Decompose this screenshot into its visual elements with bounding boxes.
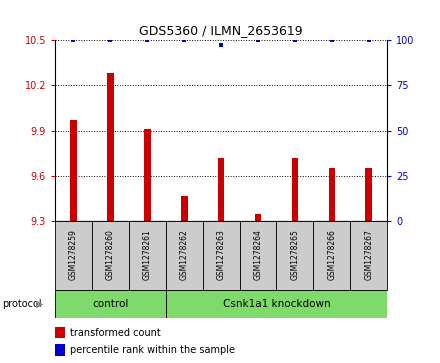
- Text: ▶: ▶: [36, 299, 44, 309]
- Point: [291, 37, 298, 43]
- Bar: [329, 168, 335, 221]
- Bar: [218, 158, 224, 221]
- Bar: [92, 221, 129, 290]
- Title: GDS5360 / ILMN_2653619: GDS5360 / ILMN_2653619: [139, 24, 303, 37]
- Point: [107, 37, 114, 43]
- Bar: [166, 290, 387, 318]
- Point: [144, 37, 151, 43]
- Text: protocol: protocol: [2, 299, 42, 309]
- Bar: [239, 221, 276, 290]
- Bar: [255, 214, 261, 221]
- Text: GSM1278267: GSM1278267: [364, 229, 373, 280]
- Text: GSM1278261: GSM1278261: [143, 229, 152, 280]
- Bar: [292, 158, 298, 221]
- Bar: [313, 221, 350, 290]
- Point: [70, 37, 77, 43]
- Bar: [55, 221, 92, 290]
- Bar: [366, 168, 372, 221]
- Bar: [144, 129, 150, 221]
- Point: [181, 37, 188, 43]
- Text: GSM1278265: GSM1278265: [290, 229, 300, 280]
- Text: GSM1278264: GSM1278264: [253, 229, 263, 280]
- Bar: [70, 120, 77, 221]
- Text: GSM1278260: GSM1278260: [106, 229, 115, 280]
- Point: [365, 37, 372, 43]
- Bar: [55, 327, 65, 338]
- Bar: [129, 221, 166, 290]
- Text: control: control: [92, 299, 128, 309]
- Bar: [107, 73, 114, 221]
- Text: Csnk1a1 knockdown: Csnk1a1 knockdown: [223, 299, 330, 309]
- Point: [328, 37, 335, 43]
- Bar: [55, 290, 166, 318]
- Bar: [166, 221, 203, 290]
- Text: GSM1278262: GSM1278262: [180, 229, 189, 280]
- Bar: [181, 196, 187, 221]
- Text: percentile rank within the sample: percentile rank within the sample: [70, 345, 235, 355]
- Bar: [203, 221, 239, 290]
- Text: GSM1278259: GSM1278259: [69, 229, 78, 280]
- Text: GSM1278263: GSM1278263: [216, 229, 226, 280]
- Point: [218, 42, 225, 48]
- Bar: [350, 221, 387, 290]
- Bar: [276, 221, 313, 290]
- Bar: [55, 344, 65, 356]
- Text: GSM1278266: GSM1278266: [327, 229, 336, 280]
- Point: [254, 37, 261, 43]
- Text: transformed count: transformed count: [70, 327, 161, 338]
